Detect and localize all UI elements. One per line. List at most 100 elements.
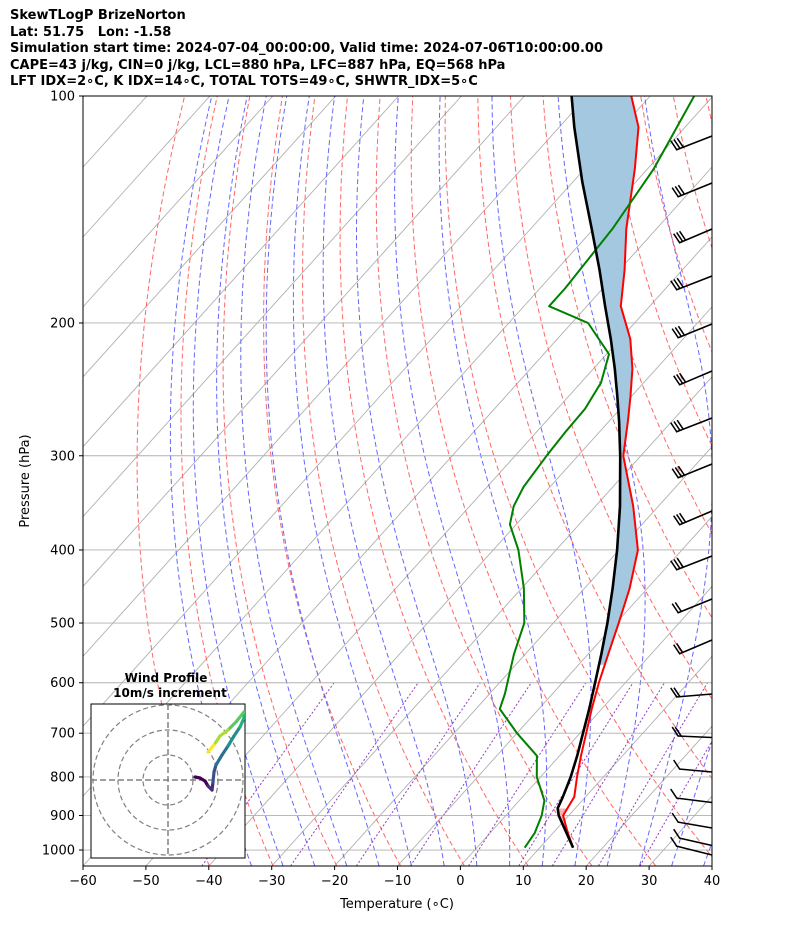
isotherm-line bbox=[83, 96, 399, 448]
x-tick-label: −30 bbox=[258, 874, 285, 889]
isotherm-line bbox=[648, 795, 712, 866]
dry-adiabat bbox=[739, 96, 794, 866]
y-tick-label: 1000 bbox=[42, 844, 75, 859]
moist-adiabat bbox=[671, 739, 712, 866]
mixing-ratio-line bbox=[409, 682, 532, 866]
hodograph-subtitle: 10m/s increment bbox=[113, 686, 227, 700]
moist-adiabat bbox=[491, 96, 592, 866]
isotherm-line bbox=[83, 96, 211, 238]
moist-adiabat bbox=[356, 96, 478, 866]
wind-barb bbox=[671, 323, 713, 339]
isotherm-line bbox=[397, 515, 712, 866]
dry-adiabat bbox=[771, 96, 794, 866]
wind-barb bbox=[671, 182, 713, 198]
hodograph-trace bbox=[226, 734, 236, 748]
cape-area bbox=[571, 96, 638, 665]
isotherm-line bbox=[711, 865, 712, 866]
dry-adiabat bbox=[444, 96, 712, 858]
isotherm-line bbox=[271, 376, 712, 866]
dewpoint-line bbox=[498, 96, 696, 849]
wind-barb bbox=[673, 370, 713, 386]
isotherm-line bbox=[83, 96, 274, 308]
chart-background-lines bbox=[83, 96, 794, 866]
wind-barb bbox=[671, 812, 713, 829]
x-tick-label: −40 bbox=[195, 874, 222, 889]
x-tick-label: 20 bbox=[578, 874, 595, 889]
wind-barb bbox=[670, 836, 713, 856]
wind-barb bbox=[670, 788, 713, 804]
y-tick-label: 600 bbox=[50, 676, 75, 691]
hodograph-trace bbox=[206, 743, 216, 754]
x-tick-label: −50 bbox=[132, 874, 159, 889]
x-tick-label: −20 bbox=[321, 874, 348, 889]
temperature-line bbox=[562, 96, 640, 849]
dry-adiabat bbox=[302, 96, 465, 866]
dry-adiabat bbox=[640, 96, 712, 354]
dry-adiabat bbox=[339, 96, 529, 866]
mixing-ratio-line bbox=[639, 740, 712, 866]
hodograph-trace bbox=[211, 770, 216, 784]
y-tick-label: 800 bbox=[50, 770, 75, 785]
moist-adiabat bbox=[292, 96, 412, 866]
isotherm-line bbox=[334, 445, 712, 866]
moist-adiabat bbox=[557, 96, 646, 866]
dry-adiabat bbox=[375, 96, 593, 866]
x-tick-label: −60 bbox=[69, 874, 96, 889]
moist-adiabat bbox=[639, 96, 712, 866]
isotherm-line bbox=[83, 96, 85, 98]
isotherm-line bbox=[83, 96, 462, 518]
parcel-line bbox=[556, 96, 622, 849]
stability-parameters: CAPE=43 j/kg, CIN=0 j/kg, LCL=880 hPa, L… bbox=[10, 57, 506, 73]
moist-adiabat bbox=[192, 96, 284, 866]
mixing-ratio-line bbox=[468, 682, 587, 866]
isotherm-line bbox=[775, 96, 794, 866]
dry-adiabat bbox=[705, 96, 712, 126]
moist-adiabat bbox=[240, 96, 348, 866]
wind-barb bbox=[670, 275, 713, 291]
dry-adiabat bbox=[542, 96, 712, 619]
y-tick-label: 200 bbox=[50, 316, 75, 331]
hodograph-trace bbox=[226, 720, 238, 732]
dry-adiabat bbox=[180, 96, 274, 866]
x-tick-label: 0 bbox=[456, 874, 464, 889]
isotherm-line bbox=[83, 96, 588, 658]
wind-barb bbox=[670, 555, 713, 571]
wind-barb bbox=[673, 510, 713, 526]
stability-indices: LFT IDX=2∘C, K IDX=14∘C, TOTAL TOTS=49∘C… bbox=[10, 74, 478, 90]
isotherm-line bbox=[208, 306, 712, 866]
y-tick-label: 900 bbox=[50, 809, 75, 824]
station-title: SkewTLogP BrizeNorton bbox=[10, 8, 186, 23]
sounding-profiles bbox=[498, 96, 696, 849]
y-tick-label: 700 bbox=[50, 727, 75, 742]
wind-barb bbox=[671, 598, 713, 614]
y-tick-label: 100 bbox=[50, 90, 75, 105]
isotherm-line bbox=[522, 655, 712, 866]
mixing-ratio-line bbox=[597, 682, 709, 866]
moist-adiabat bbox=[216, 96, 316, 866]
x-tick-label: 40 bbox=[704, 874, 721, 889]
wind-barb bbox=[673, 759, 713, 773]
isotherm-line bbox=[83, 96, 525, 588]
wind-barb bbox=[671, 726, 713, 739]
hodograph-trace bbox=[212, 734, 222, 747]
isotherm-line bbox=[460, 585, 712, 866]
isotherm-line bbox=[83, 96, 651, 727]
wind-barb bbox=[670, 135, 713, 151]
coordinates: Lat: 51.75 Lon: -1.58 bbox=[10, 24, 172, 40]
dry-adiabat bbox=[477, 96, 712, 780]
y-tick-label: 300 bbox=[50, 449, 75, 464]
isotherm-line bbox=[145, 236, 712, 866]
simulation-times: Simulation start time: 2024-07-04_00:00:… bbox=[10, 41, 603, 57]
wind-barbs bbox=[670, 135, 713, 856]
mixing-ratio-line bbox=[355, 682, 481, 866]
y-tick-label: 500 bbox=[50, 617, 75, 632]
hodograph-title: Wind Profile bbox=[125, 671, 208, 685]
axes: −60 −50 −40 −30 −20 −10 0 10 20 30 40 1000 900 800 700… bbox=[42, 90, 720, 890]
moist-adiabat bbox=[703, 841, 712, 866]
hodograph-trace bbox=[218, 728, 230, 738]
dry-adiabat bbox=[410, 96, 657, 866]
x-axis-label: Temperature (∘C) bbox=[339, 897, 454, 912]
hodograph-trace bbox=[232, 725, 242, 738]
y-axis-label: Pressure (hPa) bbox=[18, 434, 33, 527]
wind-barb bbox=[673, 228, 713, 244]
